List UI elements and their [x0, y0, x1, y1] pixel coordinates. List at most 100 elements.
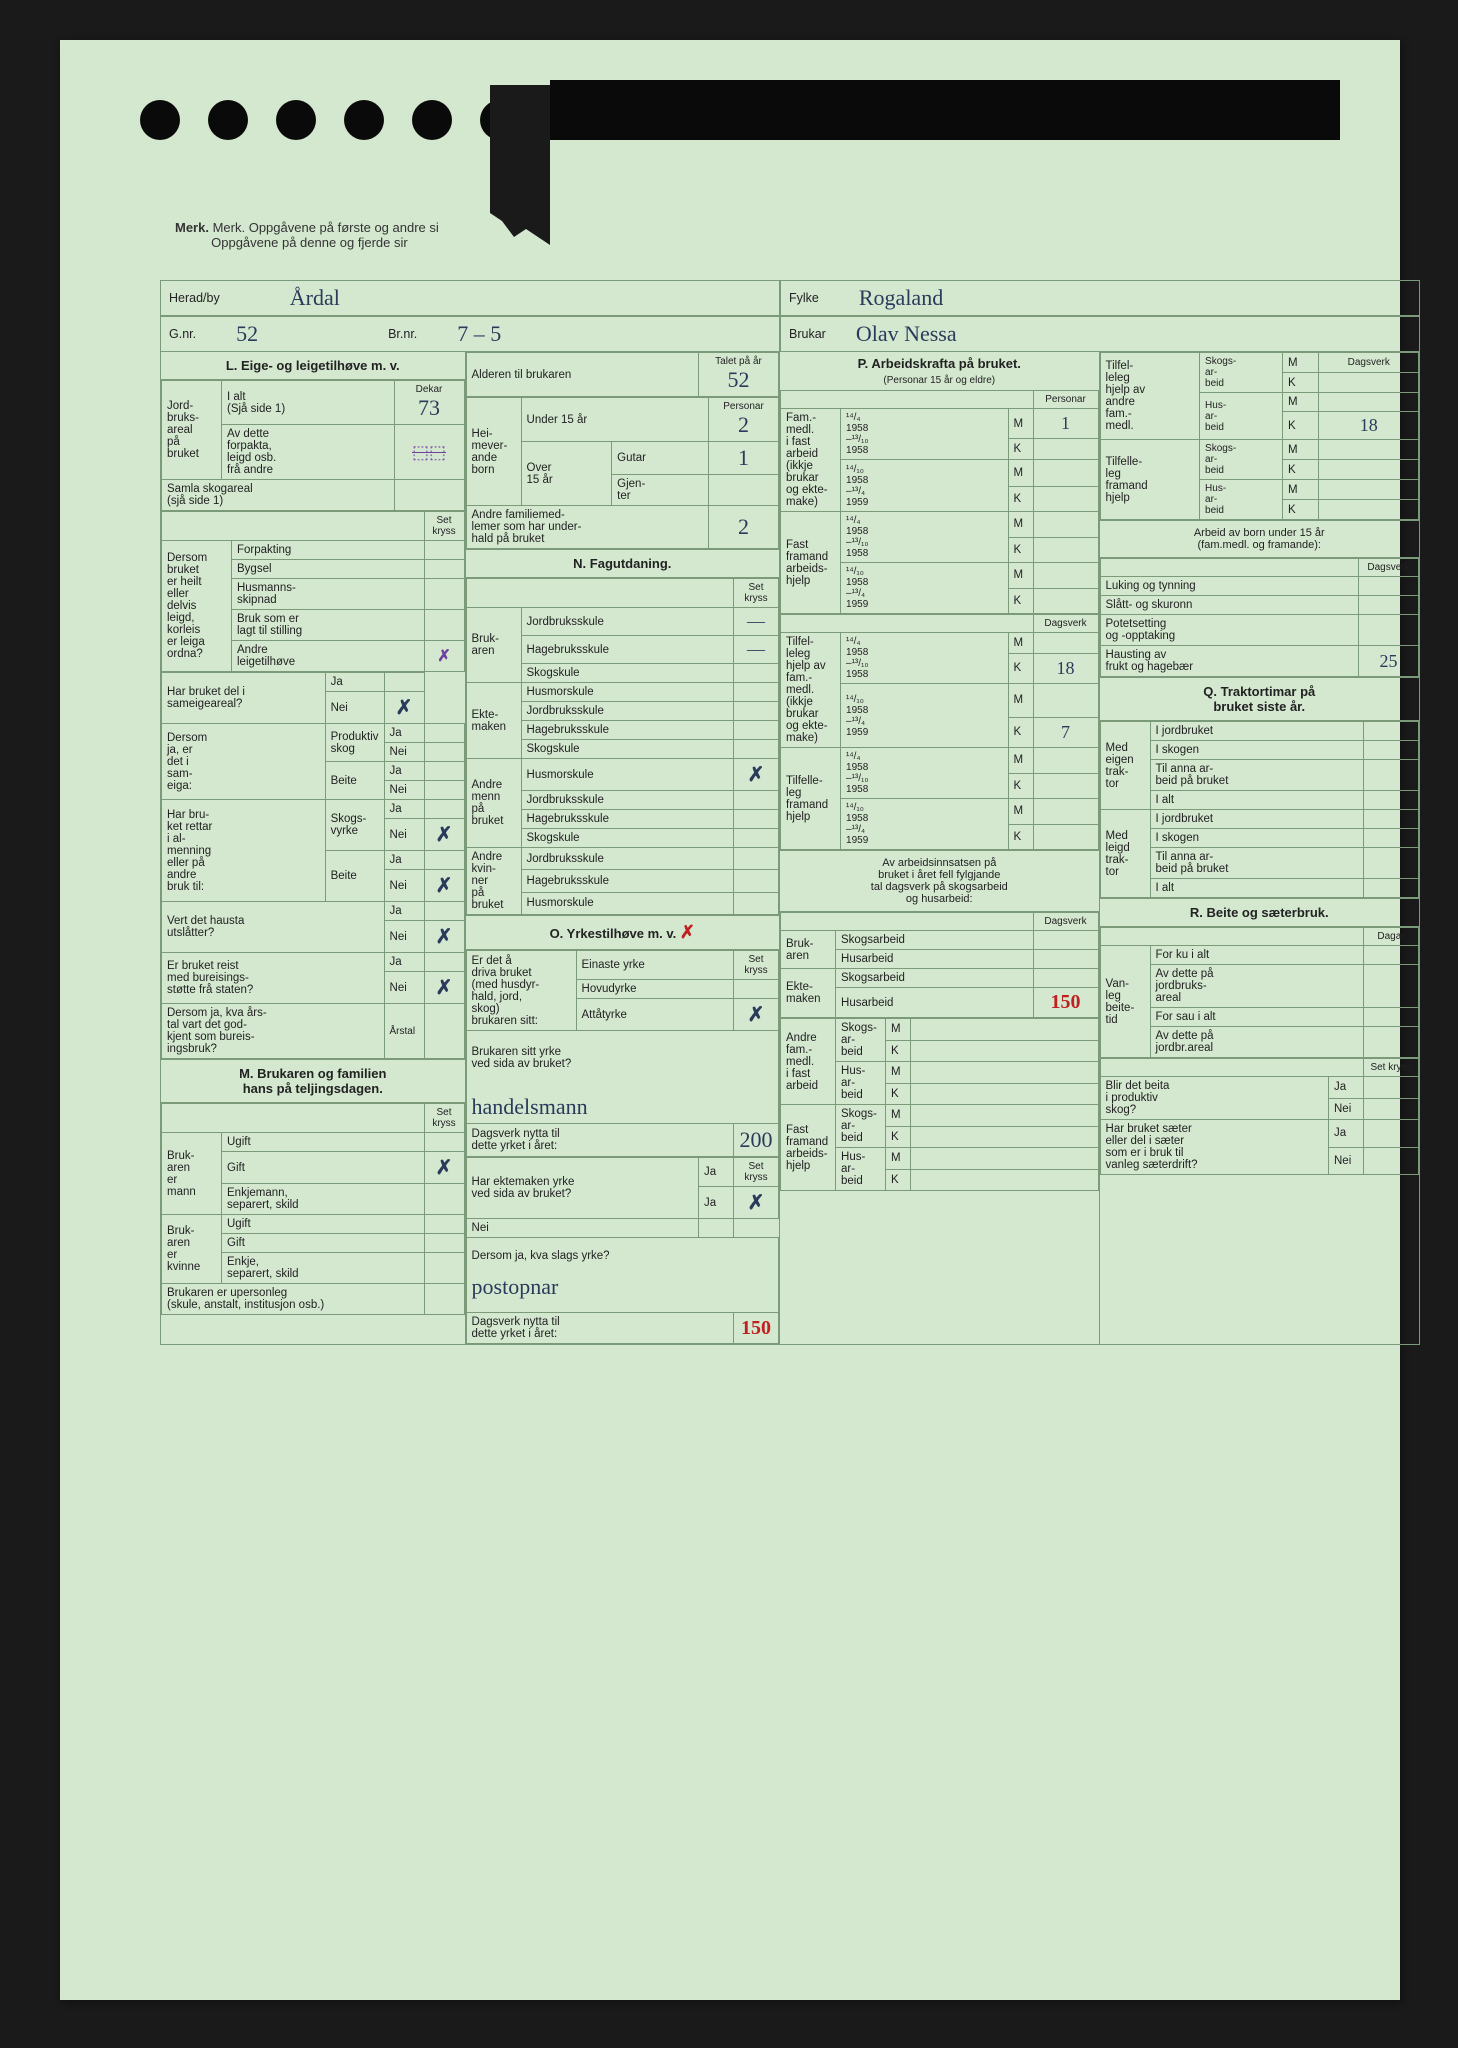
skogsarbeid2-label: Skogs- ar- beid: [836, 1105, 886, 1148]
torn-edge: [490, 85, 550, 245]
iskogen-label: I skogen: [1150, 741, 1363, 760]
skogsarbeid2-label: Skogs- ar- beid: [1200, 440, 1283, 480]
period-1958a: ¹⁴/₄ 1958 –¹³/₁₀ 1958: [841, 409, 1009, 460]
over15-label: Over 15 år: [521, 442, 612, 506]
m-label: M: [886, 1062, 911, 1084]
brukarensitt-label: Brukaren sitt yrke ved sida av bruket?: [472, 1046, 572, 1070]
jordbruk-label: Jordbruksskule: [521, 791, 734, 810]
setkryss-header: Set kryss: [734, 951, 779, 980]
samla-label: Samla skogareal (sjå side 1): [162, 480, 395, 511]
avarbeid-label: Av arbeidsinnsatsen på bruket i året fel…: [780, 850, 1099, 912]
forsau-label: For sau i alt: [1150, 1008, 1363, 1027]
skogsarbeid2-label: Skogs- ar- beid: [836, 1019, 886, 1062]
husarbeid-label: Husarbeid: [836, 950, 1034, 969]
dersomja-cell: Dersom ja, kva slags yrke? postopnar: [466, 1238, 779, 1313]
dersomja-value: postopnar: [472, 1274, 559, 1299]
period-1958b: ¹⁴/₁₀ 1958 –¹³/₄ 1959: [841, 460, 1009, 512]
husmor-label: Husmorskule: [521, 683, 734, 702]
brukar-value: Olav Nessa: [856, 321, 957, 347]
jordbruk-label: Jordbruksskule: [521, 848, 734, 870]
ja-label: Ja: [1329, 1120, 1364, 1148]
brukarensitt-value: handelsmann: [472, 1094, 588, 1119]
tilfelle-k18: 18: [1033, 653, 1098, 683]
k-label: K: [1282, 460, 1318, 480]
n-andrekvinner-label: Andre kvin- ner på bruket: [466, 848, 521, 915]
blir-label: Blir det beita i produktiv skog?: [1100, 1077, 1328, 1120]
talet-header: Talet på år: [704, 356, 773, 367]
period-1958b: ¹⁴/₁₀ 1958 –¹³/₄ 1959: [841, 799, 1009, 850]
herad-cell: Herad/by Årdal: [160, 280, 780, 316]
m-label: M: [886, 1019, 911, 1041]
dagar-header: Dagar: [1364, 928, 1419, 946]
brukaren-mann-label: Bruk- aren er mann: [162, 1133, 222, 1215]
ja-label: Ja: [384, 851, 424, 870]
atta-label: Attåtyrke: [576, 999, 734, 1031]
gift-label: Gift: [222, 1234, 425, 1253]
fastframand2-label: Fast framand arbeids- hjelp: [781, 1105, 836, 1191]
potet-label: Potetsetting og -opptaking: [1100, 615, 1358, 646]
vert-nei-mark: ✗: [424, 921, 464, 953]
fammedl-m1: 1: [1033, 409, 1098, 439]
m-label: M: [1008, 684, 1033, 718]
punch-hole: [412, 100, 452, 140]
k-label: K: [1008, 773, 1033, 799]
dagsverk-header: Dagsverk: [1319, 353, 1419, 373]
ja-label: Ja: [1329, 1077, 1364, 1099]
beite-label: Beite: [325, 851, 384, 902]
merk-line2: Oppgåvene på denne og fjerde sir: [211, 235, 408, 250]
nei-label: Nei: [384, 921, 424, 953]
k-label: K: [886, 1083, 911, 1105]
jordbruk-mark: —: [734, 608, 779, 636]
m-label: M: [1282, 393, 1318, 412]
brukar-cell: Brukar Olav Nessa: [780, 316, 1420, 352]
ja-label: Ja: [699, 1187, 734, 1219]
r-avdette2-label: Av dette på jordbr.areal: [1150, 1027, 1363, 1058]
harbruk-label: Har bru- ket rettar i al- menning eller …: [162, 800, 326, 902]
k-label: K: [1008, 486, 1033, 512]
sameige-nei-mark: ✗: [384, 692, 424, 724]
harektemaken-label: Har ektemaken yrke ved sida av bruket?: [466, 1158, 699, 1219]
dersomja-label: Dersom ja, kva slags yrke?: [472, 1250, 610, 1262]
nei-label: Nei: [384, 819, 424, 851]
hagebruk-label: Hagebruksskule: [521, 870, 734, 892]
hausting-value: 25: [1359, 646, 1419, 677]
k-label: K: [886, 1126, 911, 1148]
ja-label: Ja: [384, 800, 424, 819]
skogsvyrke-label: Skogs- vyrke: [325, 800, 384, 851]
punch-hole: [344, 100, 384, 140]
vert-label: Vert det hausta utslåtter?: [162, 902, 385, 953]
ektemaken-ja-mark: ✗: [734, 1187, 779, 1219]
slatt-label: Slått- og skuronn: [1100, 596, 1358, 615]
ugift-label: Ugift: [222, 1133, 425, 1152]
iskogen-label: I skogen: [1150, 829, 1363, 848]
skogsarbeid-label: Skogsarbeid: [836, 969, 1034, 988]
k-label: K: [886, 1169, 911, 1191]
section-o-mark: ✗: [680, 922, 695, 942]
fylke-value: Rogaland: [859, 285, 943, 311]
sameige-label: Har bruket del i sameigeareal?: [162, 673, 326, 724]
gutar-label: Gutar: [612, 442, 709, 475]
husarbeid2-label: Hus- ar- beid: [836, 1062, 886, 1105]
erdet-label: Er det å driva bruket (med husdyr- hald,…: [466, 951, 576, 1031]
heime-label: Hei- mever- ande born: [466, 398, 521, 506]
section-p-sub: (Personar 15 år og eldre): [883, 375, 995, 386]
fastframand-label: Fast framand arbeids- hjelp: [781, 512, 841, 614]
tilanna-label: Til anna ar- beid på bruket: [1150, 848, 1363, 879]
skogsvyrke-nei-mark: ✗: [424, 819, 464, 851]
husarbeid2-label: Hus- ar- beid: [836, 1148, 886, 1191]
alder-value: 52: [728, 367, 750, 392]
brnr-label: Br.nr.: [388, 327, 417, 341]
nei-label: Nei: [1329, 1098, 1364, 1120]
gnr-label: G.nr.: [169, 327, 196, 341]
k-label: K: [1008, 439, 1033, 460]
personar-header: Personar: [714, 401, 773, 412]
einaste-label: Einaste yrke: [576, 951, 734, 980]
tilanna-label: Til anna ar- beid på bruket: [1150, 760, 1363, 791]
dagsverk-label: Dagsverk nytta til dette yrket i året:: [466, 1124, 734, 1157]
k-label: K: [1282, 373, 1318, 393]
scanner-background: [550, 80, 1340, 140]
section-q-title: Q. Traktortimar på bruket siste år.: [1100, 677, 1419, 721]
husmor-label: Husmorskule: [521, 892, 734, 914]
gjenter-label: Gjen- ter: [612, 475, 709, 506]
hagebruk-label: Hagebruksskule: [521, 636, 734, 664]
